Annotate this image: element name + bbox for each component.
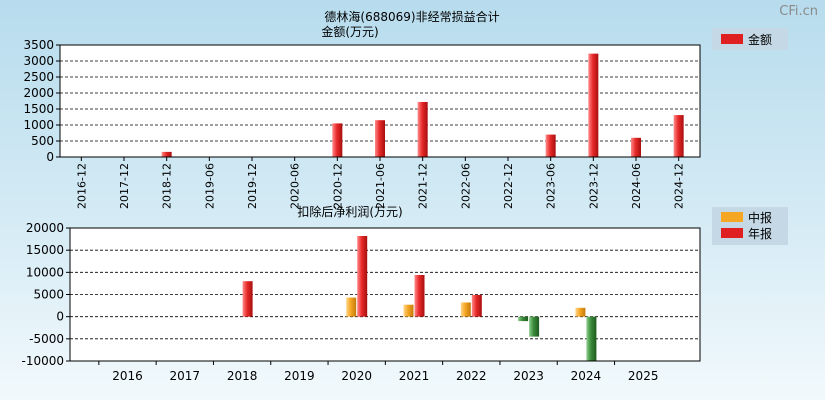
bottom-bar-中报-2022 <box>460 302 471 317</box>
top-x-tick-label: 2024-06 <box>630 163 643 209</box>
bottom-y-tick-label: 10000 <box>26 265 64 279</box>
bottom-x-tick-label: 2020 <box>341 369 372 383</box>
bottom-bar-中报-2020 <box>346 297 357 317</box>
top-bar-2021-12 <box>417 101 428 157</box>
legend-label-amount: 金额 <box>748 32 772 47</box>
top-y-tick-label: 3500 <box>23 38 54 52</box>
top-x-tick-label: 2021-06 <box>374 163 387 209</box>
top-x-tick-label: 2017-12 <box>118 163 131 209</box>
top-x-tick-label: 2018-12 <box>161 163 174 209</box>
bottom-x-tick-label: 2018 <box>227 369 258 383</box>
top-bar-2018-12 <box>161 151 172 157</box>
top-x-tick-label: 2023-06 <box>545 163 558 209</box>
top-legend-box <box>712 28 788 50</box>
top-bar-2021-06 <box>375 120 385 157</box>
bottom-bar-年报-2022 <box>471 294 482 317</box>
bottom-x-tick-label: 2025 <box>628 369 659 383</box>
top-bar-2023-12 <box>588 53 599 157</box>
bottom-chart-title: 扣除后净利润(万元) <box>297 204 402 219</box>
bottom-x-tick-label: 2017 <box>170 369 201 383</box>
bottom-y-tick-label: -5000 <box>29 332 64 346</box>
bottom-bar-年报-2023 <box>529 316 540 337</box>
bottom-bar-年报-2018 <box>242 281 253 317</box>
top-bar-2023-06 <box>545 134 556 157</box>
top-x-tick-label: 2021-12 <box>417 163 430 209</box>
top-y-tick-label: 1500 <box>23 102 54 116</box>
bottom-bar-中报-2021 <box>403 304 414 317</box>
top-chart-title: 金额(万元) <box>321 24 378 39</box>
top-x-tick-label: 2019-12 <box>246 163 259 209</box>
top-x-tick-label: 2020-06 <box>289 163 302 209</box>
top-y-ticks: 0 500 1000 1500 2000 2500 3000 3500 <box>23 38 60 164</box>
bottom-bar-年报-2024 <box>586 316 597 361</box>
top-bars <box>161 53 684 157</box>
top-x-tick-label: 2022-12 <box>502 163 515 209</box>
bottom-y-tick-label: 20000 <box>26 221 64 235</box>
top-y-tick-label: 2500 <box>23 70 54 84</box>
top-bar-2024-12 <box>673 115 684 157</box>
top-x-tick-label: 2020-12 <box>331 163 344 209</box>
top-x-tick-label: 2023-12 <box>587 163 600 209</box>
bottom-y-tick-label: -10000 <box>21 354 64 368</box>
top-legend[interactable]: 金额 <box>712 28 788 50</box>
legend-label-interim: 中报 <box>748 210 772 225</box>
bottom-bar-年报-2021 <box>414 274 425 317</box>
top-y-tick-label: 500 <box>31 134 54 148</box>
chart-main-title: 德林海(688069)非经常损益合计 <box>324 9 499 24</box>
bottom-x-tick-label: 2023 <box>513 369 544 383</box>
bottom-y-tick-label: 15000 <box>26 243 64 257</box>
bottom-legend[interactable]: 中报 年报 <box>712 207 788 245</box>
top-y-tick-label: 0 <box>46 150 54 164</box>
legend-label-annual: 年报 <box>748 226 772 241</box>
bottom-y-tick-label: 0 <box>56 310 64 324</box>
top-y-tick-label: 3000 <box>23 54 54 68</box>
top-bar-2024-06 <box>631 137 641 157</box>
bottom-bars <box>242 235 597 361</box>
bottom-plot-frame <box>69 227 701 362</box>
top-y-tick-label: 2000 <box>23 86 54 100</box>
top-x-tick-label: 2019-06 <box>203 163 216 209</box>
bottom-bar-年报-2020 <box>357 235 368 317</box>
bottom-y-tick-label: 5000 <box>33 288 64 302</box>
bottom-x-tick-label: 2016 <box>112 369 143 383</box>
top-x-tick-label: 2022-06 <box>459 163 472 209</box>
legend-swatch-annual <box>721 228 743 238</box>
legend-swatch-interim <box>721 212 743 222</box>
top-y-tick-label: 1000 <box>23 118 54 132</box>
top-x-ticks: 2016-12 2017-12 2018-12 2019-06 2019-12 2020-… <box>75 157 686 209</box>
bottom-x-tick-label: 2024 <box>571 369 602 383</box>
bottom-bar-中报-2024 <box>575 307 586 317</box>
bottom-y-ticks: -10000 -5000 0 5000 10000 15000 20000 <box>21 221 70 368</box>
watermark: CFi.cn <box>779 4 818 19</box>
bottom-x-ticks: 2016 2017 2018 2019 2020 2021 2022 2023 2024 2025 <box>98 361 659 383</box>
top-x-tick-label: 2016-12 <box>75 163 88 209</box>
bottom-x-tick-label: 2022 <box>456 369 487 383</box>
legend-swatch-amount <box>721 34 743 44</box>
bottom-x-tick-label: 2019 <box>284 369 315 383</box>
bottom-x-tick-label: 2021 <box>399 369 430 383</box>
top-plot-frame <box>59 44 701 158</box>
top-bar-2020-12 <box>332 123 343 157</box>
bottom-bar-中报-2023 <box>518 316 529 322</box>
top-x-tick-label: 2024-12 <box>673 163 686 209</box>
